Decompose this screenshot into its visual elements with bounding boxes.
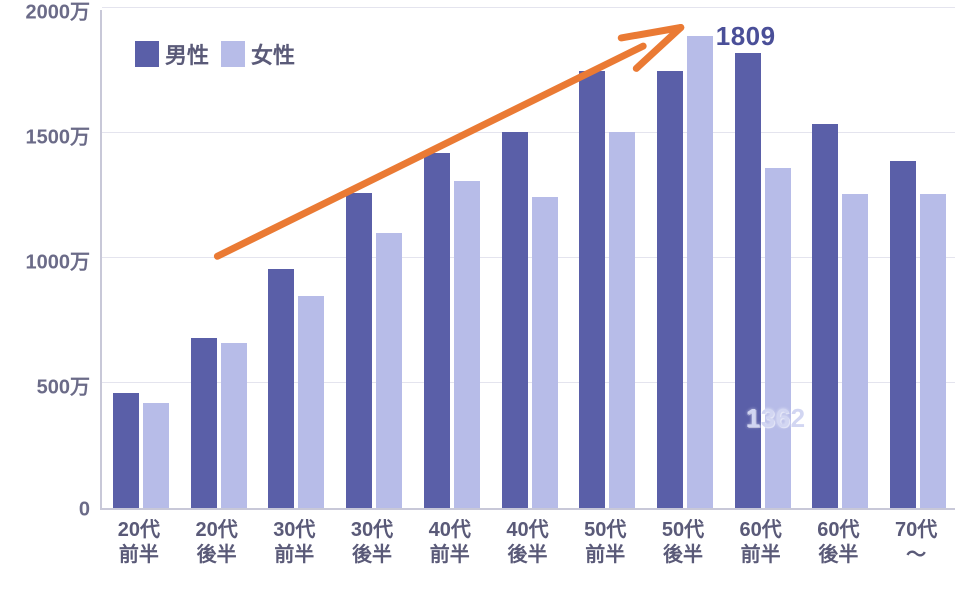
ytick-500: 500万 — [10, 371, 90, 400]
chart-container: 0 500万 1000万 1500万 2000万 20代 前半 20代 後半 30代… — [0, 0, 972, 604]
x-tick-label: 40代 後半 — [506, 518, 548, 568]
bar-female — [687, 36, 713, 509]
bar-group — [424, 10, 480, 508]
plot-area — [100, 10, 955, 510]
x-tick-label: 30代 後半 — [351, 518, 393, 568]
bar-female — [221, 343, 247, 508]
bar-female — [765, 168, 791, 509]
bar-female — [454, 181, 480, 509]
gridline — [102, 7, 955, 8]
legend-swatch-female — [221, 41, 245, 67]
legend-label-male: 男性 — [165, 38, 209, 70]
bar-group — [812, 10, 868, 508]
bar-male — [735, 53, 761, 508]
bar-male — [268, 269, 294, 508]
bar-male — [502, 132, 528, 508]
bar-group — [579, 10, 635, 508]
bar-male — [890, 161, 916, 509]
bar-male — [424, 153, 450, 508]
ytick-2000: 2000万 — [10, 0, 90, 25]
bar-male — [579, 71, 605, 509]
x-tick-label: 60代 前半 — [740, 518, 782, 568]
ytick-1000: 1000万 — [10, 246, 90, 275]
ytick-1500: 1500万 — [10, 121, 90, 150]
legend: 男性 女性 — [135, 38, 295, 70]
bar-male — [113, 393, 139, 508]
bar-group — [346, 10, 402, 508]
x-tick-label: 20代 後半 — [195, 518, 237, 568]
x-tick-label: 50代 後半 — [662, 518, 704, 568]
x-tick-label: 20代 前半 — [118, 518, 160, 568]
bar-group — [502, 10, 558, 508]
legend-label-female: 女性 — [251, 38, 295, 70]
bar-female — [298, 296, 324, 509]
bar-male — [657, 71, 683, 509]
x-tick-label: 60代 後半 — [817, 518, 859, 568]
ytick-0: 0 — [10, 499, 90, 522]
bar-group — [657, 10, 713, 508]
bar-group — [268, 10, 324, 508]
bar-female — [842, 194, 868, 508]
bar-female — [532, 197, 558, 508]
bar-group — [113, 10, 169, 508]
x-tick-label: 40代 前半 — [429, 518, 471, 568]
bar-female — [609, 132, 635, 508]
bar-female — [920, 194, 946, 508]
bar-male — [812, 124, 838, 508]
x-tick-label: 30代 前半 — [273, 518, 315, 568]
bar-male — [191, 338, 217, 508]
x-tick-label: 50代 前半 — [584, 518, 626, 568]
bar-group — [890, 10, 946, 508]
bar-group — [191, 10, 247, 508]
bar-female — [143, 403, 169, 508]
data-label: 1362 — [746, 403, 806, 434]
x-tick-label: 70代 〜 — [895, 518, 937, 568]
bars-layer — [102, 10, 955, 508]
data-label: 1809 — [716, 21, 776, 52]
legend-swatch-male — [135, 41, 159, 67]
bar-female — [376, 233, 402, 508]
bar-male — [346, 193, 372, 508]
